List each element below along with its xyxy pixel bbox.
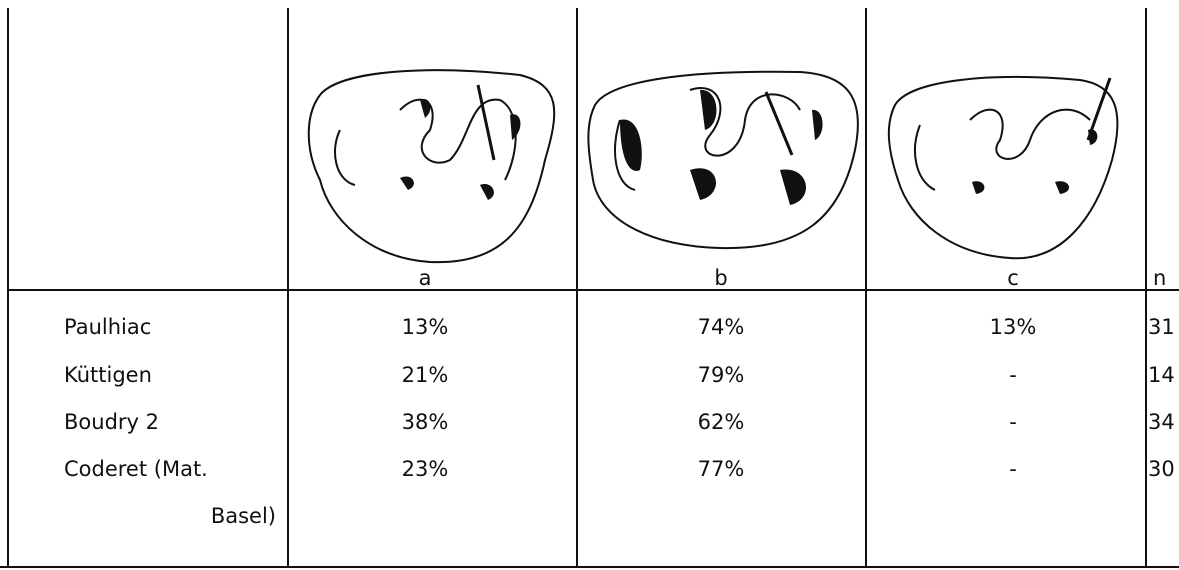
cell: 77% <box>698 457 745 481</box>
cell: 34 <box>1148 410 1175 434</box>
tooth-drawing-b <box>587 70 859 250</box>
cell: 38% <box>402 410 449 434</box>
row-label: Coderet (Mat. <box>64 457 208 481</box>
cell: 79% <box>698 363 745 387</box>
cell: - <box>1009 363 1017 387</box>
cell: 14 <box>1148 363 1175 387</box>
row-label: Paulhiac <box>64 315 151 339</box>
cell: - <box>1009 457 1017 481</box>
cell: - <box>1009 410 1017 434</box>
column-label: n <box>1153 266 1166 290</box>
column-label: c <box>1007 266 1019 290</box>
column-label: a <box>419 266 432 290</box>
cell: 21% <box>402 363 449 387</box>
cell: 74% <box>698 315 745 339</box>
cell: 13% <box>990 315 1037 339</box>
row-label: Basel) <box>211 504 276 528</box>
column-label: b <box>714 266 727 290</box>
tooth-drawing-c <box>887 76 1119 260</box>
row-label: Boudry 2 <box>64 410 159 434</box>
cell: 13% <box>402 315 449 339</box>
cell: 62% <box>698 410 745 434</box>
cell: 23% <box>402 457 449 481</box>
tooth-drawing-a <box>307 69 556 264</box>
cell: 30 <box>1148 457 1175 481</box>
cell: 31 <box>1148 315 1175 339</box>
row-label: Küttigen <box>64 363 152 387</box>
